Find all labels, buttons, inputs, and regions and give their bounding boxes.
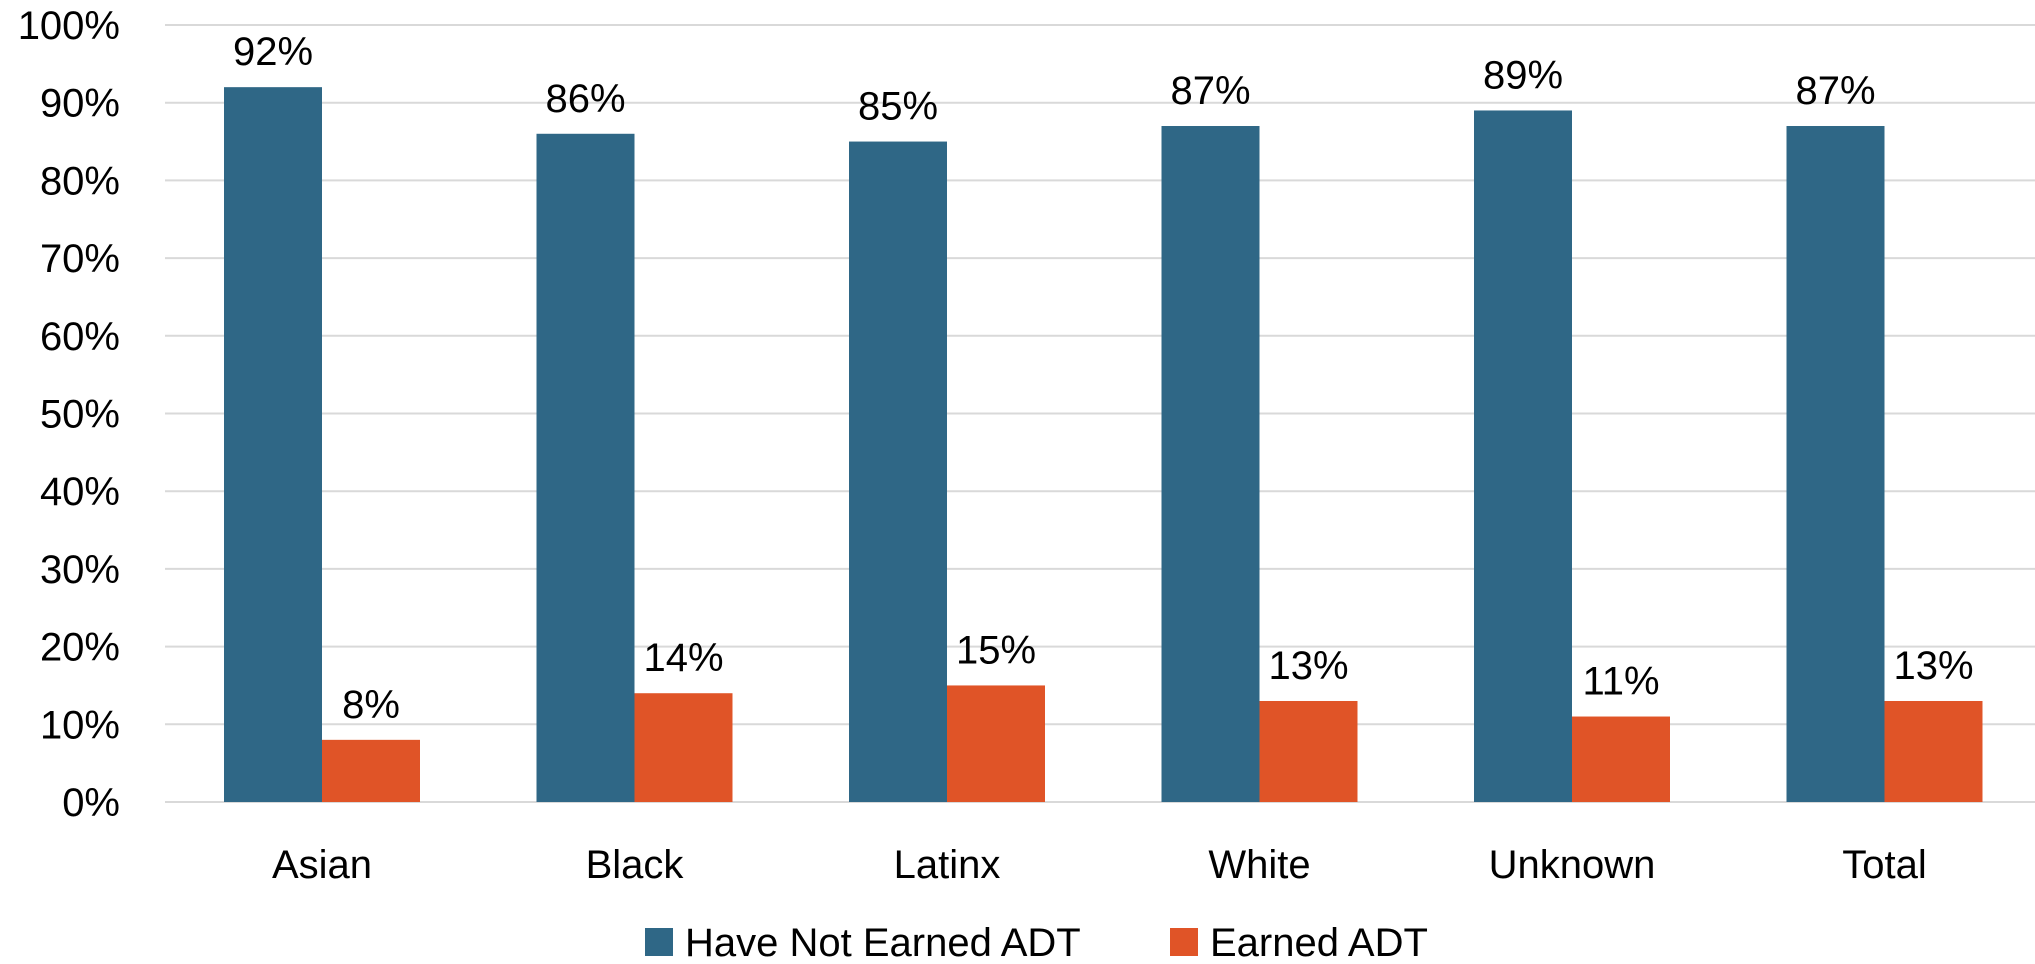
data-label: 15% bbox=[956, 628, 1036, 672]
y-tick-label: 20% bbox=[40, 626, 120, 670]
data-label: 85% bbox=[858, 85, 938, 129]
x-tick-label: Latinx bbox=[894, 843, 1001, 887]
bars bbox=[224, 87, 1983, 803]
x-tick-label: Asian bbox=[272, 843, 372, 887]
bar-not-earned-latinx bbox=[849, 141, 947, 803]
bar-earned-asian bbox=[322, 739, 420, 802]
data-label: 13% bbox=[1893, 644, 1973, 688]
bar-not-earned-asian bbox=[224, 87, 322, 802]
bar-not-earned-white bbox=[1161, 126, 1260, 802]
data-label: 8% bbox=[342, 683, 400, 727]
x-tick-label: Total bbox=[1842, 843, 1927, 887]
bar-earned-total bbox=[1884, 700, 1983, 802]
gridlines bbox=[165, 24, 2035, 803]
data-label: 89% bbox=[1483, 53, 1563, 97]
x-tick-label: Unknown bbox=[1489, 843, 1656, 887]
legend-swatch-earned bbox=[1170, 928, 1198, 956]
y-tick-label: 30% bbox=[40, 548, 120, 592]
bar-earned-white bbox=[1259, 700, 1358, 802]
x-tick-label: Black bbox=[586, 843, 685, 887]
bar-earned-unknown bbox=[1572, 716, 1670, 802]
y-axis-ticks: 0% 10% 20% 30% 40% 50% 60% 70% 80% 90% 100% bbox=[18, 4, 120, 825]
y-tick-label: 60% bbox=[40, 315, 120, 359]
legend: Have Not Earned ADT Earned ADT bbox=[645, 921, 1428, 964]
y-tick-label: 80% bbox=[40, 159, 120, 203]
x-axis-ticks: Asian Black Latinx White Unknown Total bbox=[272, 843, 1927, 887]
bar-not-earned-total bbox=[1786, 126, 1885, 802]
y-tick-label: 90% bbox=[40, 82, 120, 126]
data-label: 86% bbox=[545, 77, 625, 121]
y-tick-label: 70% bbox=[40, 237, 120, 281]
legend-label: Have Not Earned ADT bbox=[685, 921, 1081, 964]
y-tick-label: 10% bbox=[40, 703, 120, 747]
y-tick-label: 0% bbox=[62, 781, 120, 825]
data-labels: 92% 8% 86% 14% 85% 15% 87% 13% 89% 11% 87% 13% bbox=[233, 30, 1974, 727]
legend-label: Earned ADT bbox=[1210, 921, 1428, 964]
data-label: 92% bbox=[233, 30, 313, 74]
bar-not-earned-black bbox=[536, 133, 635, 802]
bar-earned-latinx bbox=[947, 685, 1045, 802]
data-label: 11% bbox=[1582, 660, 1659, 704]
x-tick-label: White bbox=[1208, 843, 1310, 887]
data-label: 87% bbox=[1170, 69, 1250, 113]
data-label: 87% bbox=[1795, 69, 1875, 113]
bar-earned-black bbox=[634, 693, 733, 802]
legend-swatch-not-earned bbox=[645, 928, 673, 956]
data-label: 13% bbox=[1268, 644, 1348, 688]
y-tick-label: 100% bbox=[18, 4, 120, 48]
data-label: 14% bbox=[643, 636, 723, 680]
y-tick-label: 50% bbox=[40, 393, 120, 437]
bar-not-earned-unknown bbox=[1474, 110, 1572, 803]
y-tick-label: 40% bbox=[40, 470, 120, 514]
